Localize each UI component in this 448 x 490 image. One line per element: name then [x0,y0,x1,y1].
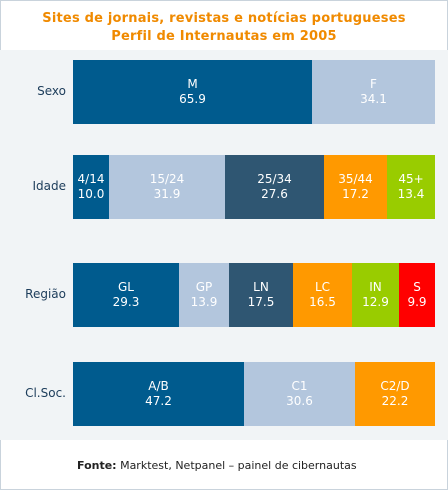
bar-segment-regi-o-in: IN 12.9 [352,263,399,327]
bar-segment-regi-o-ln: LN 17.5 [229,263,293,327]
segment-labels: 35/44 17.2 [324,155,387,219]
bar-segment-sexo-f: F 34.1 [312,60,435,124]
segment-category-label: S [413,280,421,294]
bar-segment-cl-soc-c1: C1 30.6 [244,362,355,426]
segment-labels: S 9.9 [399,263,435,327]
segment-labels: 45+ 13.4 [387,155,435,219]
segment-value-label: 16.5 [309,295,336,309]
segment-value-label: 13.9 [190,295,218,309]
bar-segment-idade-15-24: 15/24 31.9 [109,155,225,219]
segment-value-label: 47.2 [145,394,172,408]
source-note: Fonte: Marktest, Netpanel – painel de ci… [77,459,357,472]
segment-value-label: 12.9 [362,295,389,309]
segment-category-label: LN [253,280,269,294]
bar-segment-regi-o-lc: LC 16.5 [293,263,352,327]
segment-value-label: 17.2 [342,187,369,201]
chart-subtitle: Perfil de Internautas em 2005 [111,29,337,44]
segment-value-label: 13.4 [397,187,425,201]
bar-segment-cl-soc-c2-d: C2/D 22.2 [355,362,435,426]
segment-category-label: 4/14 [77,172,105,186]
segment-category-label: M [187,77,198,91]
bar-segment-cl-soc-a-b: A/B 47.2 [73,362,244,426]
segment-labels: GP 13.9 [179,263,229,327]
segment-value-label: 22.2 [381,394,409,408]
segment-category-label: LC [314,280,331,294]
bar-segment-idade-35-44: 35/44 17.2 [324,155,387,219]
segment-value-label: 27.6 [261,187,288,201]
segment-labels: C2/D 22.2 [355,362,435,426]
segment-category-label: F [370,77,377,91]
segment-labels: 15/24 31.9 [109,155,225,219]
segment-labels: GL 29.3 [73,263,179,327]
segment-category-label: 25/34 [257,172,292,186]
segment-value-label: 29.3 [112,295,140,309]
segment-value-label: 30.6 [286,394,313,408]
segment-category-label: A/B [148,379,169,393]
row-label-cl-soc: Cl.Soc. [25,386,66,400]
segment-labels: LN 17.5 [229,263,293,327]
bar-segment-regi-o-gl: GL 29.3 [73,263,179,327]
segment-category-label: GL [118,280,134,294]
segment-category-label: C2/D [380,379,410,393]
row-label-idade: Idade [32,179,66,193]
segment-category-label: 45+ [398,172,424,186]
segment-category-label: C1 [291,379,308,393]
segment-labels: IN 12.9 [352,263,399,327]
segment-labels: C1 30.6 [244,362,355,426]
segment-labels: 4/14 10.0 [73,155,109,219]
segment-value-label: 10.0 [77,187,105,201]
bar-segment-regi-o-s: S 9.9 [399,263,435,327]
segment-category-label: 15/24 [149,172,185,186]
segment-labels: F 34.1 [312,60,435,124]
segment-labels: LC 16.5 [293,263,352,327]
bar-segment-idade-25-34: 25/34 27.6 [225,155,324,219]
segment-labels: 25/34 27.6 [225,155,324,219]
segment-labels: A/B 47.2 [73,362,244,426]
segment-value-label: 31.9 [153,187,181,201]
segment-category-label: GP [195,280,213,294]
segment-value-label: 34.1 [360,92,387,106]
segment-category-label: 35/44 [338,172,373,186]
segment-value-label: 17.5 [247,295,275,309]
segment-value-label: 65.9 [179,92,206,106]
source-text: Marktest, Netpanel – painel de cibernaut… [116,459,357,472]
segment-value-label: 9.9 [407,295,427,309]
segment-labels: M 65.9 [73,60,312,124]
chart-title: Sites de jornais, revistas e notícias po… [42,11,406,26]
bar-segment-idade-45: 45+ 13.4 [387,155,435,219]
bar-segment-idade-4-14: 4/14 10.0 [73,155,109,219]
bar-segment-regi-o-gp: GP 13.9 [179,263,229,327]
row-label-sexo: Sexo [37,84,66,98]
source-label: Fonte: [77,459,117,472]
segment-category-label: IN [369,280,382,294]
bar-segment-sexo-m: M 65.9 [73,60,312,124]
row-label-regi-o: Região [25,287,66,301]
